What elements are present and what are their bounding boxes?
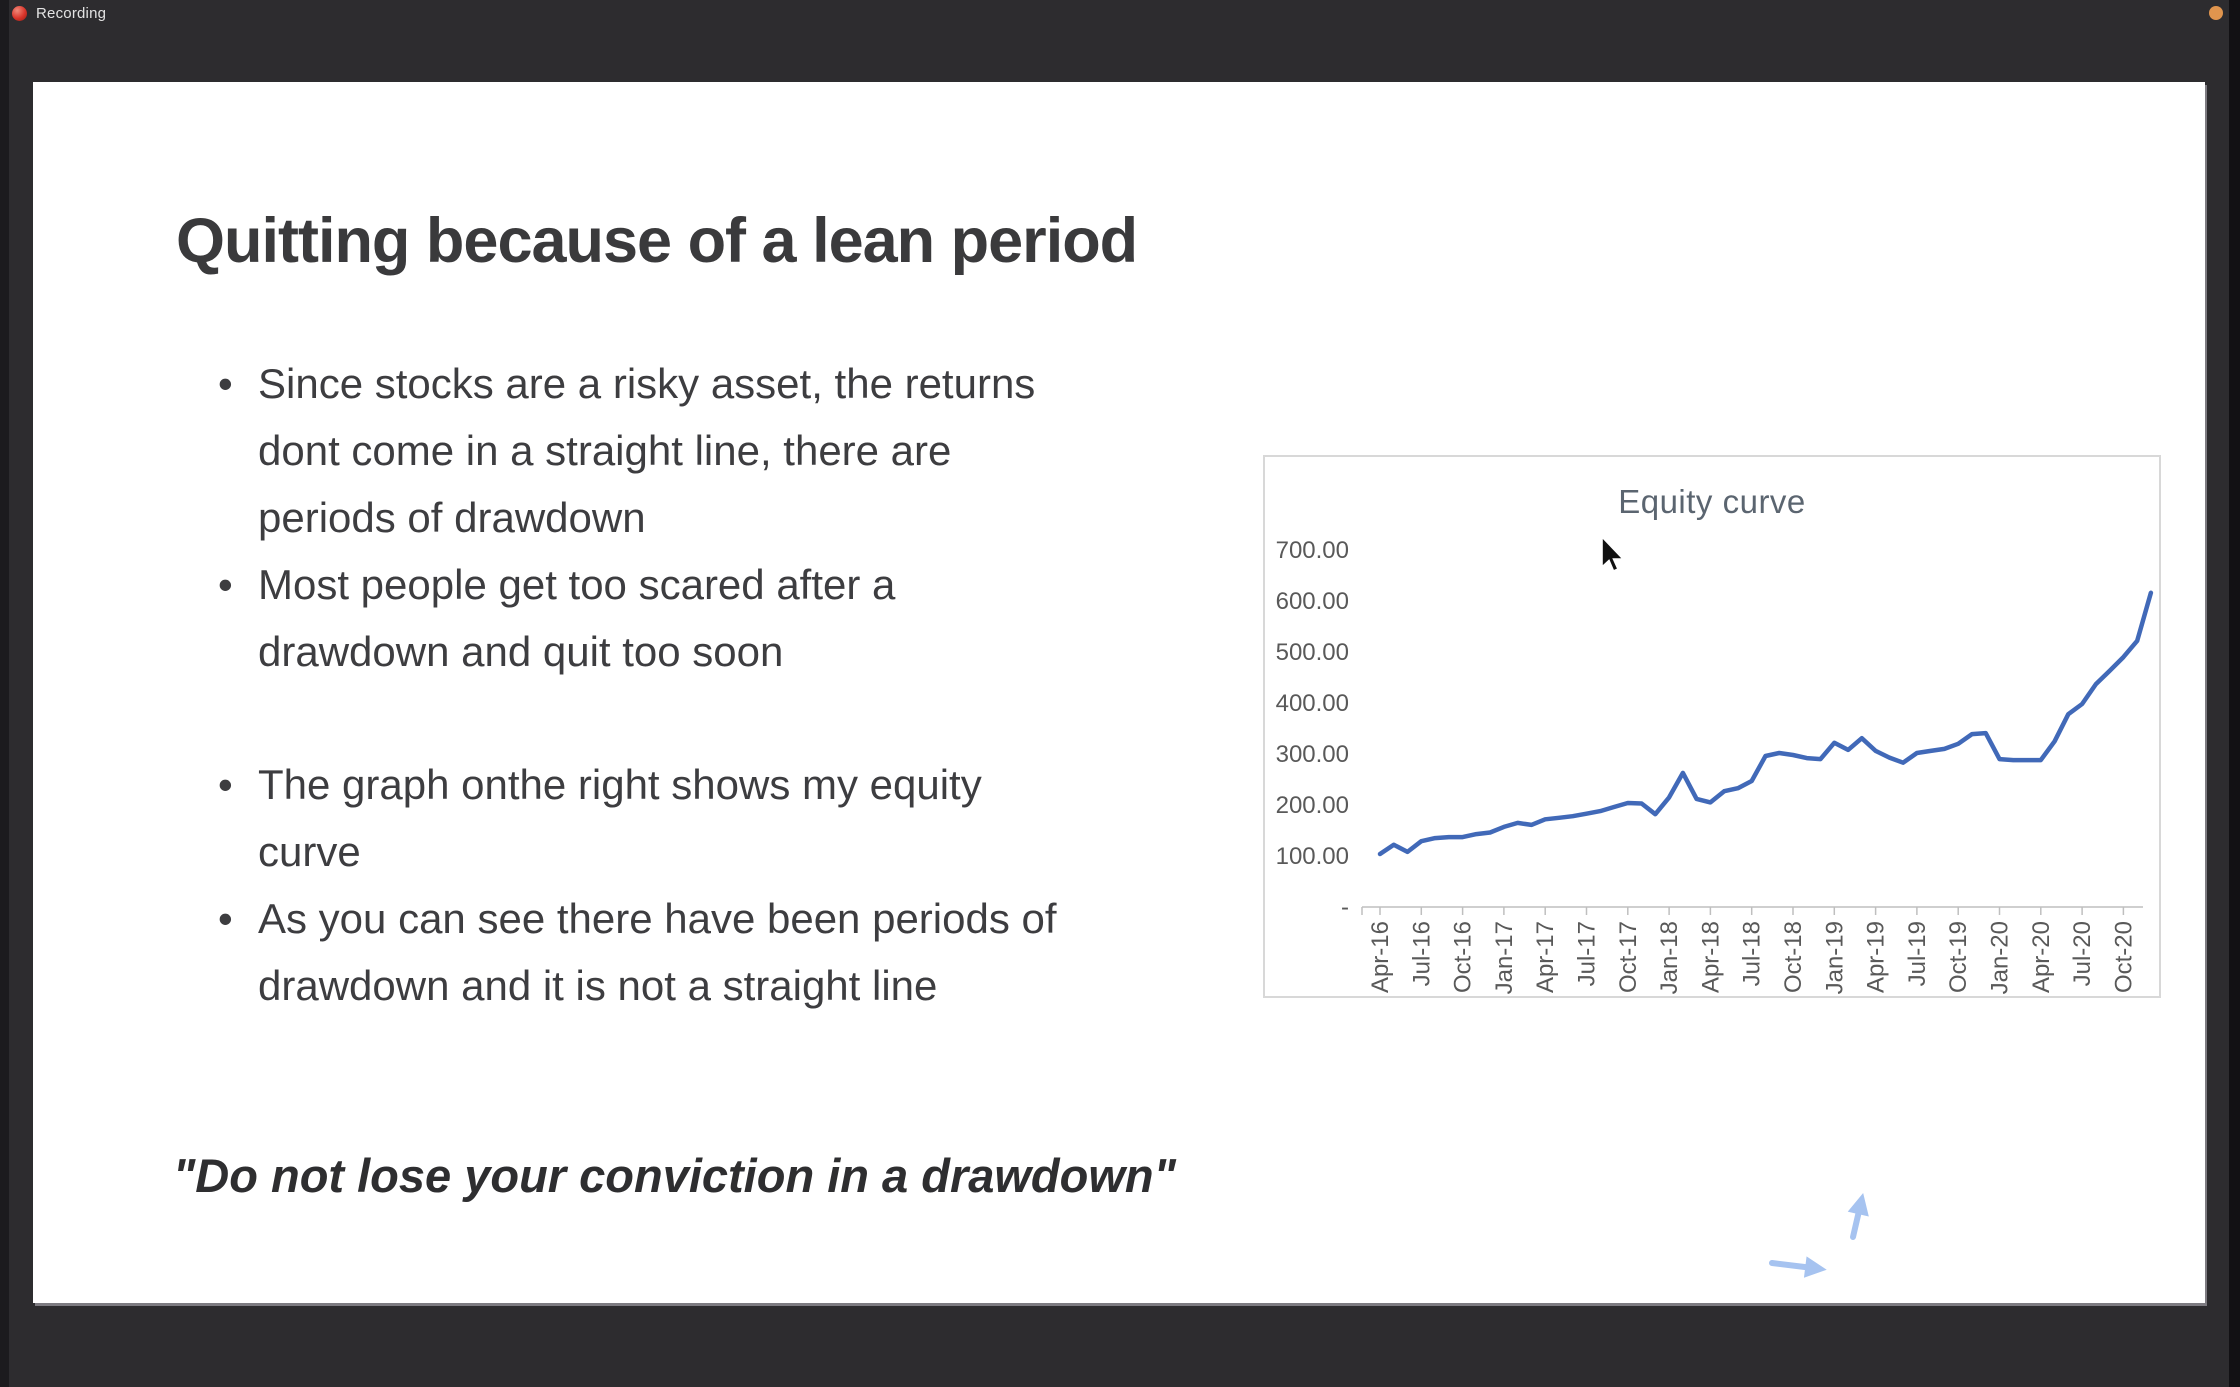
svg-text:Jul-19: Jul-19	[1904, 921, 1931, 986]
svg-text:Jul-16: Jul-16	[1408, 921, 1435, 986]
svg-text:400.00: 400.00	[1276, 690, 1349, 717]
svg-text:Jul-17: Jul-17	[1574, 921, 1601, 986]
svg-text:Oct-20: Oct-20	[2110, 921, 2137, 993]
svg-text:Oct-16: Oct-16	[1450, 921, 1477, 993]
mouse-cursor-icon	[1601, 536, 1625, 573]
annotation-arrow-right-icon	[1769, 1256, 1827, 1278]
svg-text:700.00: 700.00	[1276, 537, 1349, 564]
svg-text:Jan-19: Jan-19	[1821, 921, 1848, 994]
svg-text:Jan-18: Jan-18	[1656, 921, 1683, 994]
slide-title: Quitting because of a lean period	[176, 206, 1138, 276]
slide-quote: "Do not lose your conviction in a drawdo…	[173, 1149, 1176, 1202]
svg-text:Jan-20: Jan-20	[1987, 921, 2014, 994]
right-edge-strip	[2229, 0, 2240, 1387]
svg-text:600.00: 600.00	[1276, 588, 1349, 615]
status-orange-dot-icon	[2209, 6, 2223, 20]
bullet-item: The graph onthe right shows my equity cu…	[218, 751, 1218, 885]
annotation-arrow-up-icon	[1847, 1193, 1869, 1240]
svg-text:200.00: 200.00	[1276, 792, 1349, 819]
equity-chart-svg: - 100.00 200.00 300.00 400.00 500.00 600.00 700…	[1276, 537, 2154, 994]
svg-text:Oct-17: Oct-17	[1615, 921, 1642, 993]
svg-text:Apr-20: Apr-20	[2028, 921, 2055, 993]
svg-text:Apr-18: Apr-18	[1697, 921, 1724, 993]
recording-indicator: Recording	[12, 5, 106, 22]
svg-text:Jan-17: Jan-17	[1491, 921, 1518, 994]
svg-text:100.00: 100.00	[1276, 843, 1349, 870]
left-edge-strip	[0, 0, 9, 1387]
svg-text:Oct-18: Oct-18	[1780, 921, 1807, 993]
svg-text:Oct-19: Oct-19	[1945, 921, 1972, 993]
svg-text:Apr-19: Apr-19	[1863, 921, 1890, 993]
bullet-item: Most people get too scared after a drawd…	[218, 551, 1218, 685]
bullet-item: As you can see there have been periods o…	[218, 885, 1218, 1019]
svg-text:-: -	[1341, 894, 1349, 921]
recording-dot-icon	[12, 6, 27, 21]
slide-canvas[interactable]: Quitting because of a lean period Since …	[33, 82, 2205, 1303]
equity-curve-chart-panel: - 100.00 200.00 300.00 400.00 500.00 600.00 700…	[1263, 455, 2161, 998]
recording-label: Recording	[36, 5, 107, 22]
svg-text:300.00: 300.00	[1276, 741, 1349, 768]
svg-text:500.00: 500.00	[1276, 639, 1349, 666]
chart-title: Equity curve	[1618, 483, 1806, 520]
svg-text:Apr-16: Apr-16	[1367, 921, 1394, 993]
bullet-list: Since stocks are a risky asset, the retu…	[218, 350, 1218, 1019]
bullet-item: Since stocks are a risky asset, the retu…	[218, 350, 1218, 551]
svg-text:Jul-18: Jul-18	[1739, 921, 1766, 986]
svg-text:Jul-20: Jul-20	[2069, 921, 2096, 986]
svg-text:Apr-17: Apr-17	[1532, 921, 1559, 993]
